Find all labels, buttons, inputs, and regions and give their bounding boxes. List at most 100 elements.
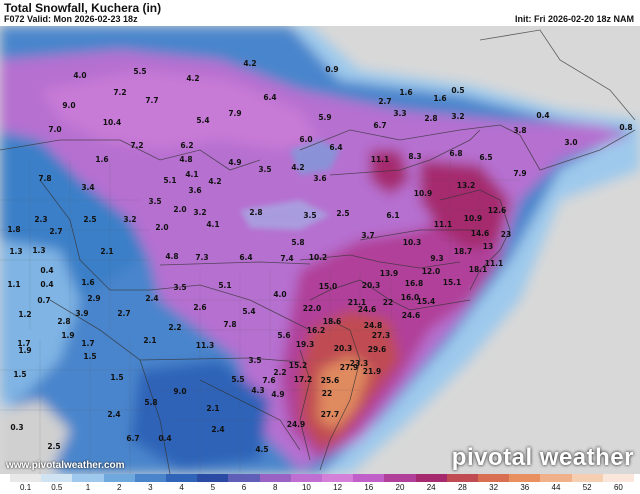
snowfall-value: 3.7 [361, 231, 374, 240]
colorbar-swatch [353, 474, 385, 482]
snowfall-value: 11.1 [485, 259, 504, 268]
init-time: Init: Fri 2026-02-20 18z NAM [514, 14, 634, 24]
snowfall-value: 4.2 [243, 59, 256, 68]
county-lines [0, 160, 520, 474]
snowfall-value: 5.4 [196, 116, 209, 125]
snowfall-value: 3.9 [75, 309, 88, 318]
snowfall-value: 13.9 [380, 269, 399, 278]
snowfall-value: 0.8 [619, 123, 632, 132]
snowfall-value: 16.2 [307, 326, 326, 335]
snowfall-value: 4.2 [186, 74, 199, 83]
legend-tick-label: 5 [210, 483, 216, 492]
snowfall-value: 2.9 [87, 294, 100, 303]
snowfall-value: 16.0 [401, 293, 420, 302]
snowfall-value: 1.5 [110, 373, 123, 382]
snowfall-value: 3.2 [451, 112, 464, 121]
snowfall-value: 2.4 [211, 425, 224, 434]
snowfall-value: 9.0 [173, 387, 186, 396]
snowfall-value: 15.2 [289, 361, 308, 370]
snowfall-value: 4.0 [73, 71, 86, 80]
snowfall-value: 1.6 [399, 88, 412, 97]
legend-tick-label: 6 [241, 483, 247, 492]
snowfall-value: 22 [383, 298, 393, 307]
snowfall-value: 6.1 [386, 211, 399, 220]
snowfall-value: 4.5 [255, 445, 268, 454]
snowfall-value: 0.4 [40, 266, 53, 275]
valid-time: F072 Valid: Mon 2026-02-23 18z [4, 14, 138, 24]
snowfall-value: 27.7 [321, 410, 340, 419]
snowfall-value: 5.8 [291, 238, 304, 247]
snowfall-value: 24.8 [364, 321, 383, 330]
legend-tick-label: 0.1 [20, 483, 32, 492]
snowfall-value: 6.7 [126, 434, 139, 443]
snowfall-value: 5.5 [133, 67, 146, 76]
legend-tick-label: 60 [613, 483, 623, 492]
snowfall-value: 10.3 [403, 238, 422, 247]
snowfall-value: 1.9 [61, 331, 74, 340]
snowfall-value: 7.2 [130, 141, 143, 150]
snowfall-value: 2.7 [378, 97, 391, 106]
snowfall-value: 2.4 [107, 410, 120, 419]
snowfall-value: 0.4 [536, 111, 549, 120]
colorbar-swatch [446, 474, 479, 482]
colorbar-swatch [540, 474, 572, 482]
brand-logo: pivotal weather [451, 444, 634, 471]
snowfall-value: 11.1 [434, 220, 453, 229]
colorbar-swatch [103, 474, 135, 482]
snowfall-value: 5.1 [163, 176, 176, 185]
snowfall-value: 3.5 [303, 211, 316, 220]
snowfall-value: 1.6 [433, 94, 446, 103]
colorbar-swatch [228, 474, 260, 482]
colorbar-swatch [509, 474, 541, 482]
snowfall-value: 3.2 [193, 208, 206, 217]
legend-tick-label: 3 [148, 483, 153, 492]
snowfall-value: 0.9 [325, 65, 338, 74]
snowfall-value: 2.0 [155, 223, 168, 232]
snowfall-value: 20.3 [362, 281, 381, 290]
snowfall-value: 9.3 [430, 254, 443, 263]
snowfall-value: 27.3 [372, 331, 391, 340]
snowfall-value: 24.6 [402, 311, 421, 320]
snowfall-value: 5.8 [144, 398, 157, 407]
colorbar-swatch [72, 474, 104, 482]
snowfall-value: 4.0 [273, 290, 286, 299]
snowfall-value: 23 [501, 230, 511, 239]
snowfall-value: 1.5 [13, 370, 26, 379]
snowfall-value: 7.8 [38, 174, 51, 183]
snowfall-value: 2.1 [143, 336, 156, 345]
legend-tick-label: 36 [520, 483, 530, 492]
snowfall-value: 3.5 [148, 197, 161, 206]
snowfall-value: 11.3 [196, 341, 215, 350]
snowfall-value: 15.4 [417, 297, 436, 306]
snowfall-value: 21.9 [363, 367, 382, 376]
snowfall-value: 9.0 [62, 101, 75, 110]
snowfall-value: 4.1 [206, 220, 219, 229]
snowfall-value: 29.6 [368, 345, 387, 354]
snowfall-value: 2.5 [47, 442, 60, 451]
snowfall-value: 2.1 [206, 404, 219, 413]
snowfall-value: 2.8 [249, 208, 262, 217]
colorbar-swatch [290, 474, 323, 482]
legend-tick-label: 10 [301, 483, 311, 492]
snowfall-value: 1.7 [17, 339, 30, 348]
snowfall-value: 1.5 [83, 352, 96, 361]
snowfall-value: 13 [483, 242, 493, 251]
snowfall-value: 20.3 [334, 344, 353, 353]
snowfall-value: 5.1 [218, 281, 231, 290]
snowfall-value: 3.3 [393, 109, 406, 118]
snowfall-value: 3.8 [513, 126, 526, 135]
snowfall-value: 0.5 [451, 86, 464, 95]
snowfall-value: 10.2 [309, 253, 328, 262]
snowfall-value: 5.6 [277, 331, 290, 340]
colorbar-swatch [571, 474, 603, 482]
snowfall-value: 6.7 [373, 121, 386, 130]
snowfall-value: 16.8 [405, 279, 424, 288]
snowfall-value: 2.6 [193, 303, 206, 312]
snowfall-value: 17.2 [294, 375, 313, 384]
snowfall-value: 5.4 [242, 307, 255, 316]
snowfall-value: 18.1 [469, 265, 488, 274]
snowfall-value: 10.9 [464, 214, 483, 223]
snowfall-value: 2.4 [145, 294, 158, 303]
snowfall-value: 4.8 [165, 252, 178, 261]
